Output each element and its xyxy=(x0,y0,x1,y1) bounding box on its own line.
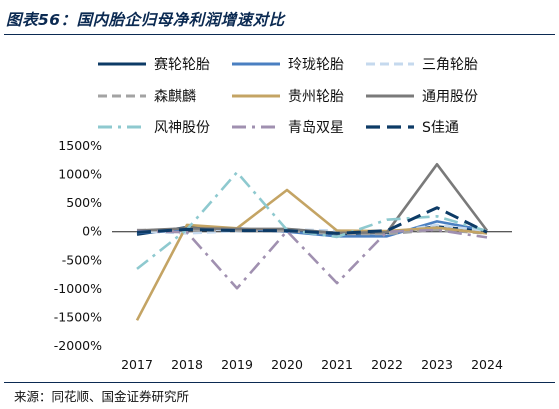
legend-label: 森麒麟 xyxy=(154,89,196,105)
chart-title: 图表56：国内胎企归母净利润增速对比 xyxy=(6,11,285,29)
y-tick-label: -1000% xyxy=(54,281,102,296)
legend-label: S佳通 xyxy=(422,120,459,136)
y-tick-label: 0% xyxy=(82,224,102,239)
y-tick-label: -1500% xyxy=(54,309,102,324)
series-lines xyxy=(135,163,489,321)
y-tick-label: 1500% xyxy=(58,138,102,153)
x-tick-label: 2020 xyxy=(271,357,303,372)
x-tick-label: 2019 xyxy=(221,357,253,372)
title-rule xyxy=(4,34,555,35)
legend-label: 通用股份 xyxy=(422,89,478,105)
series-line xyxy=(136,228,488,290)
x-tick-label: 2021 xyxy=(321,357,353,372)
legend-label: 三角轮胎 xyxy=(422,57,478,73)
y-tick-label: 1000% xyxy=(58,167,102,182)
x-axis: 2017 2018 2019 2020 2021 2022 2023 2024 xyxy=(121,357,503,372)
y-axis: -2000% -1500% -1000% -500% 0% 500% 1000% 1500% xyxy=(54,138,102,353)
source-note: 来源：同花顺、国金证券研究所 xyxy=(14,389,190,404)
x-tick-label: 2017 xyxy=(121,357,153,372)
legend-label: 赛轮轮胎 xyxy=(154,57,210,73)
series-line xyxy=(136,206,488,235)
x-tick-label: 2024 xyxy=(471,357,503,372)
legend-label: 玲珑轮胎 xyxy=(288,57,344,73)
y-tick-label: -2000% xyxy=(54,338,102,353)
x-tick-label: 2023 xyxy=(421,357,453,372)
series-line xyxy=(135,188,488,321)
y-tick-label: 500% xyxy=(66,195,102,210)
legend-label: 青岛双星 xyxy=(288,120,344,136)
legend-label: 风神股份 xyxy=(154,120,210,136)
x-tick-label: 2022 xyxy=(371,357,403,372)
source-rule xyxy=(4,382,555,383)
series-line xyxy=(136,171,488,270)
y-tick-label: -500% xyxy=(62,252,102,267)
legend-label: 贵州轮胎 xyxy=(288,89,344,105)
x-tick-label: 2018 xyxy=(171,357,203,372)
